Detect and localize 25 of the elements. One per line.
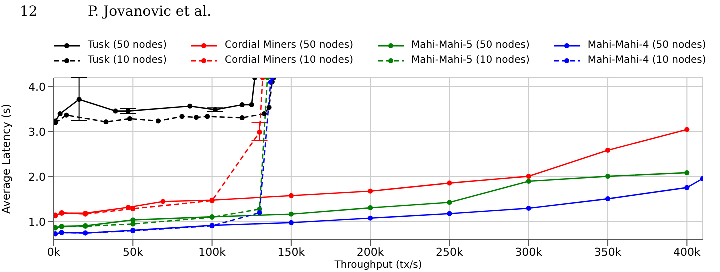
legend-label: Cordial Miners (10 nodes) [224,55,354,66]
legend-label: Mahi-Mahi-4 (50 nodes) [588,40,706,51]
x-tick-label: 200k [356,246,385,259]
text: P. Jovanovic et al. [88,4,212,20]
x-axis-title: Throughput (tx/s) [334,260,422,271]
text: 12 [20,4,38,20]
legend-label: Tusk (10 nodes) [88,55,167,66]
x-tick-label: 300k [515,246,544,259]
legend-label: Cordial Miners (50 nodes) [224,40,354,51]
legend-label: Mahi-Mahi-5 (50 nodes) [412,40,530,51]
x-tick-label: 350k [594,246,622,259]
x-tick-label: 250k [436,246,464,259]
legend-label: Tusk (50 nodes) [88,40,167,51]
y-tick-label: 3.0 [28,126,46,139]
x-tick-label: 150k [278,246,306,259]
y-tick-label: 4.0 [28,80,46,94]
y-axis-title: Average Latency (s) [0,104,13,214]
x-tick-label: 400k [673,246,702,259]
x-tick-label: 100k [198,246,227,259]
x-tick-label: 0k [47,246,62,259]
y-tick-label: 2.0 [28,170,46,184]
x-tick-label: 50k [122,246,144,259]
legend-label: Mahi-Mahi-4 (10 nodes) [588,55,706,66]
y-tick-label: 1.0 [28,216,46,229]
legend-label: Mahi-Mahi-5 (10 nodes) [412,55,530,66]
